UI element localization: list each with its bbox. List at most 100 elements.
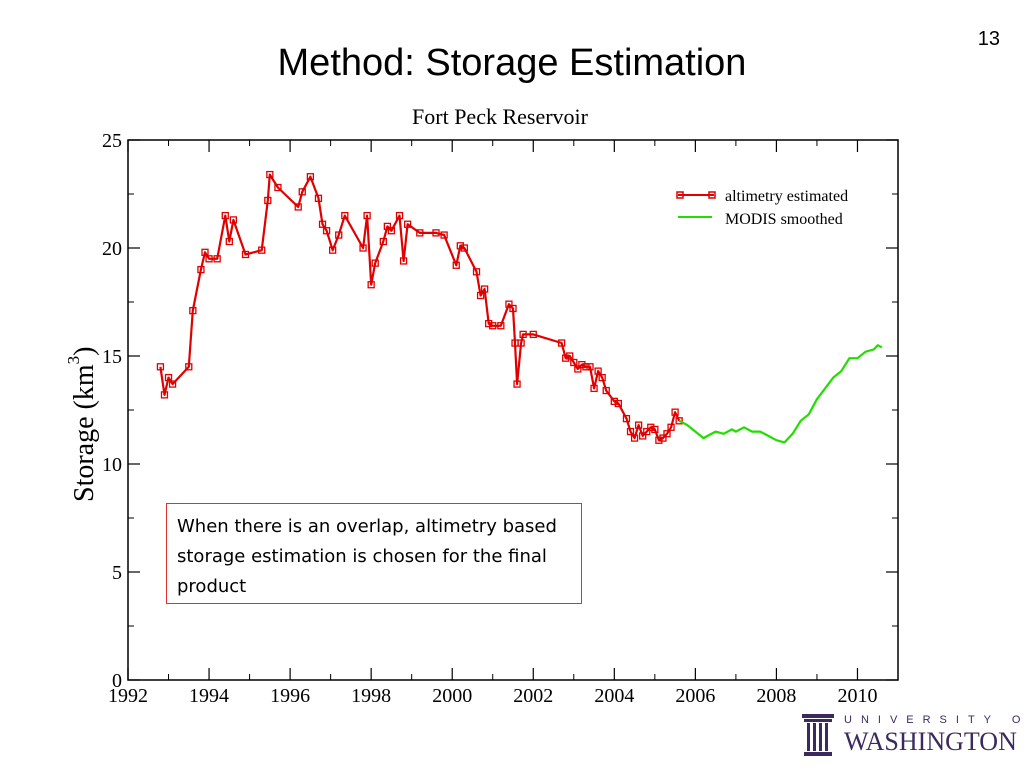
data-point-altimetry-estimated xyxy=(626,427,635,436)
data-point-altimetry-estimated xyxy=(213,255,221,263)
data-point-altimetry-estimated xyxy=(359,244,367,252)
data-point-altimetry-estimated xyxy=(663,430,671,438)
data-point-altimetry-estimated xyxy=(557,339,566,347)
series-line-altimetry-estimated xyxy=(159,173,681,442)
data-point-altimetry-estimated xyxy=(513,380,521,388)
data-point-altimetry-estimated xyxy=(229,216,238,224)
x-tick-label: 2010 xyxy=(837,685,877,707)
data-point-altimetry-estimated xyxy=(387,227,396,235)
chart-legend: altimetry estimated MODIS smoothed xyxy=(676,188,848,228)
data-point-altimetry-estimated xyxy=(329,246,337,254)
data-point-altimetry-estimated xyxy=(156,363,165,371)
x-tick-label: 1996 xyxy=(270,685,310,707)
data-point-altimetry-estimated xyxy=(201,248,209,256)
y-tick-label: 20 xyxy=(102,238,122,260)
legend-label-modis: MODIS smoothed xyxy=(725,211,843,228)
data-point-altimetry-estimated xyxy=(594,367,602,375)
data-point-altimetry-estimated xyxy=(460,244,469,252)
uw-logo: UNIVERSITY OF WASHINGTON xyxy=(800,712,1024,758)
data-point-altimetry-estimated xyxy=(363,211,371,220)
data-point-altimetry-estimated xyxy=(489,322,497,330)
data-point-altimetry-estimated xyxy=(602,386,610,395)
data-point-altimetry-estimated xyxy=(314,194,323,202)
data-point-altimetry-estimated xyxy=(383,222,392,231)
data-point-altimetry-estimated xyxy=(529,330,537,339)
data-point-altimetry-estimated xyxy=(258,246,266,254)
x-tick-label: 1992 xyxy=(108,685,148,707)
data-point-altimetry-estimated xyxy=(647,423,655,431)
data-point-altimetry-estimated xyxy=(403,220,412,228)
data-point-altimetry-estimated xyxy=(517,339,525,347)
data-point-altimetry-estimated xyxy=(185,363,193,371)
data-point-altimetry-estimated xyxy=(456,242,464,250)
data-point-altimetry-estimated xyxy=(586,363,594,371)
slide-title: Method: Storage Estimation xyxy=(277,42,747,84)
data-point-altimetry-estimated xyxy=(164,373,173,382)
uw-logo-university: UNIVERSITY OF xyxy=(844,714,1024,726)
x-tick-label: 2006 xyxy=(675,685,715,707)
data-point-altimetry-estimated xyxy=(655,436,663,444)
data-point-altimetry-estimated xyxy=(485,319,493,328)
data-point-altimetry-estimated xyxy=(675,417,683,425)
data-point-altimetry-estimated xyxy=(335,231,343,239)
data-point-altimetry-estimated xyxy=(566,352,574,360)
data-point-altimetry-estimated xyxy=(264,196,272,205)
data-point-altimetry-estimated xyxy=(509,304,517,313)
y-tick-label: 5 xyxy=(112,562,122,584)
callout-note: When there is an overlap, altimetry base… xyxy=(166,503,582,604)
series-layer xyxy=(156,170,883,444)
data-point-altimetry-estimated xyxy=(197,265,205,274)
data-point-altimetry-estimated xyxy=(667,423,675,431)
data-point-altimetry-estimated xyxy=(634,421,643,429)
x-tick-label: 2000 xyxy=(432,685,472,707)
data-point-altimetry-estimated xyxy=(416,229,424,237)
data-point-altimetry-estimated xyxy=(630,434,639,442)
axes-layer: 0 5 10 15 20 25 1992 1994 1996 1998 2000 2002 2004 20… xyxy=(102,130,898,707)
data-point-altimetry-estimated xyxy=(306,173,315,181)
x-tick-label: 1998 xyxy=(351,685,391,707)
data-point-altimetry-estimated xyxy=(574,365,582,373)
data-point-altimetry-estimated xyxy=(318,220,327,228)
y-tick-label: 0 xyxy=(112,670,122,692)
data-point-altimetry-estimated xyxy=(274,183,282,192)
data-point-altimetry-estimated xyxy=(643,427,651,436)
data-point-altimetry-estimated xyxy=(671,408,679,416)
data-point-altimetry-estimated xyxy=(205,255,213,263)
data-point-altimetry-estimated xyxy=(189,306,197,315)
data-point-altimetry-estimated xyxy=(590,384,598,393)
data-point-altimetry-estimated xyxy=(221,211,229,220)
data-point-altimetry-estimated xyxy=(519,330,527,339)
legend-marker-altimetry xyxy=(708,191,716,199)
data-point-altimetry-estimated xyxy=(294,203,302,211)
uw-column-icon xyxy=(802,714,834,756)
data-point-altimetry-estimated xyxy=(639,432,647,440)
data-point-altimetry-estimated xyxy=(341,211,349,220)
data-point-altimetry-estimated xyxy=(367,281,375,289)
data-point-altimetry-estimated xyxy=(582,363,590,371)
data-point-altimetry-estimated xyxy=(480,285,489,293)
y-axis-label: Storage (km3) xyxy=(64,347,100,502)
data-point-altimetry-estimated xyxy=(659,434,667,442)
legend-marker-altimetry xyxy=(676,191,684,199)
x-tick-label: 2008 xyxy=(756,685,796,707)
data-point-altimetry-estimated xyxy=(168,380,177,388)
data-point-altimetry-estimated xyxy=(432,229,440,237)
data-point-altimetry-estimated xyxy=(622,414,631,423)
data-point-altimetry-estimated xyxy=(562,354,570,362)
data-point-altimetry-estimated xyxy=(614,399,623,408)
data-point-altimetry-estimated xyxy=(322,227,331,235)
data-point-altimetry-estimated xyxy=(598,373,606,382)
data-point-altimetry-estimated xyxy=(578,360,586,369)
legend-label-altimetry: altimetry estimated xyxy=(725,188,848,205)
data-point-altimetry-estimated xyxy=(371,259,379,267)
chart-title: Fort Peck Reservoir xyxy=(412,104,589,129)
data-point-altimetry-estimated xyxy=(241,250,250,259)
series-line-modis-smoothed xyxy=(678,344,883,444)
y-tick-label: 25 xyxy=(102,130,122,152)
data-point-altimetry-estimated xyxy=(497,322,505,330)
x-tick-label: 2002 xyxy=(513,685,553,707)
data-point-altimetry-estimated xyxy=(298,188,306,196)
data-point-altimetry-estimated xyxy=(160,391,169,399)
data-point-altimetry-estimated xyxy=(570,358,578,367)
